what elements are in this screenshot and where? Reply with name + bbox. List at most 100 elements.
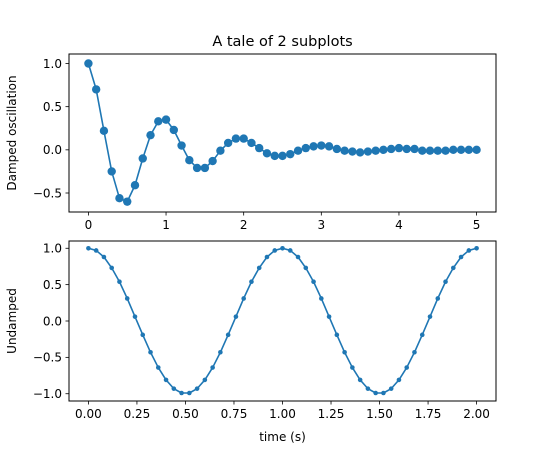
bottom-data-point bbox=[109, 265, 114, 271]
bottom-x-tick-label: 2.00 bbox=[463, 407, 490, 421]
top-y-tick-label: −0.5 bbox=[33, 186, 62, 200]
top-data-point bbox=[177, 141, 186, 150]
top-data-point bbox=[301, 143, 310, 153]
bottom-data-point bbox=[311, 279, 316, 285]
bottom-data-point bbox=[171, 386, 177, 391]
top-data-point bbox=[84, 59, 93, 68]
top-data-point bbox=[123, 197, 132, 206]
top-x-tick-label: 4 bbox=[395, 218, 403, 232]
bottom-y-axis-label: Undamped bbox=[5, 288, 19, 354]
bottom-data-point bbox=[451, 265, 456, 271]
bottom-x-tick-label: 0.25 bbox=[124, 407, 151, 421]
bottom-data-point bbox=[334, 332, 340, 338]
top-data-point bbox=[425, 146, 435, 155]
bottom-data-point bbox=[202, 377, 208, 383]
top-data-point bbox=[324, 142, 334, 151]
top-data-point bbox=[394, 143, 404, 153]
top-data-point bbox=[340, 146, 349, 155]
bottom-data-point bbox=[466, 248, 472, 253]
bottom-data-point bbox=[249, 279, 254, 285]
top-x-tick-label: 3 bbox=[317, 218, 325, 232]
top-series-marks bbox=[84, 59, 481, 206]
bottom-x-axis-label: time (s) bbox=[259, 430, 306, 444]
top-x-tick-label: 2 bbox=[240, 218, 248, 232]
bottom-data-point bbox=[86, 245, 91, 251]
bottom-y-tick-label: 0.5 bbox=[43, 278, 62, 292]
bottom-x-tick-label: 1.75 bbox=[415, 407, 442, 421]
top-data-point bbox=[130, 181, 140, 190]
top-data-point bbox=[379, 145, 388, 155]
bottom-data-point bbox=[303, 265, 309, 271]
bottom-series-marks bbox=[86, 245, 479, 396]
bottom-data-point bbox=[404, 365, 410, 370]
bottom-y-tick-label: −1.0 bbox=[33, 387, 62, 401]
top-data-point bbox=[418, 146, 427, 155]
top-data-point bbox=[332, 144, 342, 154]
top-data-point bbox=[216, 146, 225, 155]
undamped-subplot: Undamped time (s) 0.00 0.25 0.50 0.75 1.00 1.… bbox=[5, 240, 497, 444]
top-data-point bbox=[293, 146, 303, 155]
top-data-point bbox=[223, 138, 233, 148]
top-data-point bbox=[449, 145, 458, 155]
bottom-data-point bbox=[256, 265, 262, 271]
bottom-data-point bbox=[124, 296, 130, 301]
bottom-data-point bbox=[132, 314, 138, 319]
bottom-x-tick-label: 1.25 bbox=[318, 407, 345, 421]
bottom-data-point bbox=[210, 365, 215, 370]
bottom-data-point bbox=[357, 377, 363, 383]
bottom-data-point bbox=[101, 254, 107, 260]
top-data-point bbox=[363, 147, 373, 156]
top-y-tick-label: 0.5 bbox=[43, 100, 62, 114]
bottom-data-point bbox=[93, 248, 99, 253]
top-data-point bbox=[278, 151, 287, 161]
top-data-point bbox=[348, 147, 357, 156]
bottom-data-point bbox=[342, 349, 347, 355]
top-y-tick-label: 1.0 bbox=[43, 57, 62, 71]
bottom-x-tick-label: 0.75 bbox=[221, 407, 248, 421]
top-data-point bbox=[286, 149, 295, 159]
top-data-point bbox=[441, 146, 450, 155]
top-data-point bbox=[371, 146, 380, 155]
top-x-tick-label: 1 bbox=[162, 218, 170, 232]
bottom-data-point bbox=[163, 377, 169, 383]
top-data-point bbox=[255, 143, 264, 153]
bottom-data-point bbox=[187, 390, 192, 396]
top-data-point bbox=[472, 145, 481, 155]
top-data-point bbox=[208, 156, 217, 166]
bottom-data-point bbox=[474, 245, 479, 251]
top-data-point bbox=[192, 163, 202, 173]
bottom-data-point bbox=[435, 296, 441, 301]
top-data-point bbox=[231, 134, 241, 143]
top-data-point bbox=[402, 144, 411, 154]
bottom-data-point bbox=[443, 279, 448, 285]
bottom-data-point bbox=[194, 386, 200, 391]
top-data-point bbox=[309, 142, 318, 151]
top-x-tick-label: 0 bbox=[85, 218, 93, 232]
top-axes-frame bbox=[68, 53, 497, 213]
bottom-y-tick-label: −0.5 bbox=[33, 351, 62, 365]
bottom-data-point bbox=[218, 349, 223, 355]
bottom-data-point bbox=[419, 332, 425, 338]
bottom-data-point bbox=[295, 254, 301, 260]
bottom-data-point bbox=[388, 386, 394, 391]
bottom-axis-ticks: 0.00 0.25 0.50 0.75 1.00 1.25 1.50 1.75 2.00 −1.0… bbox=[33, 242, 490, 421]
top-data-point bbox=[154, 117, 163, 126]
bottom-data-point bbox=[272, 248, 278, 253]
top-x-tick-label: 5 bbox=[473, 218, 481, 232]
top-data-point bbox=[270, 151, 279, 161]
damped-oscillation-subplot: Damped oscillation 0 1 2 3 4 5 −0.5 0.0 0.5 1.0 bbox=[5, 53, 497, 232]
bottom-data-point bbox=[373, 390, 378, 396]
bottom-data-point bbox=[264, 254, 270, 260]
bottom-y-tick-label: 1.0 bbox=[43, 242, 62, 256]
bottom-data-point bbox=[326, 314, 332, 319]
top-data-point bbox=[456, 145, 466, 155]
bottom-data-point bbox=[350, 365, 355, 370]
bottom-data-point bbox=[225, 332, 231, 338]
top-data-point bbox=[386, 144, 396, 154]
top-data-point bbox=[239, 134, 248, 143]
top-data-point bbox=[99, 126, 109, 136]
top-y-axis-label: Damped oscillation bbox=[5, 75, 19, 190]
bottom-data-point bbox=[179, 390, 184, 396]
